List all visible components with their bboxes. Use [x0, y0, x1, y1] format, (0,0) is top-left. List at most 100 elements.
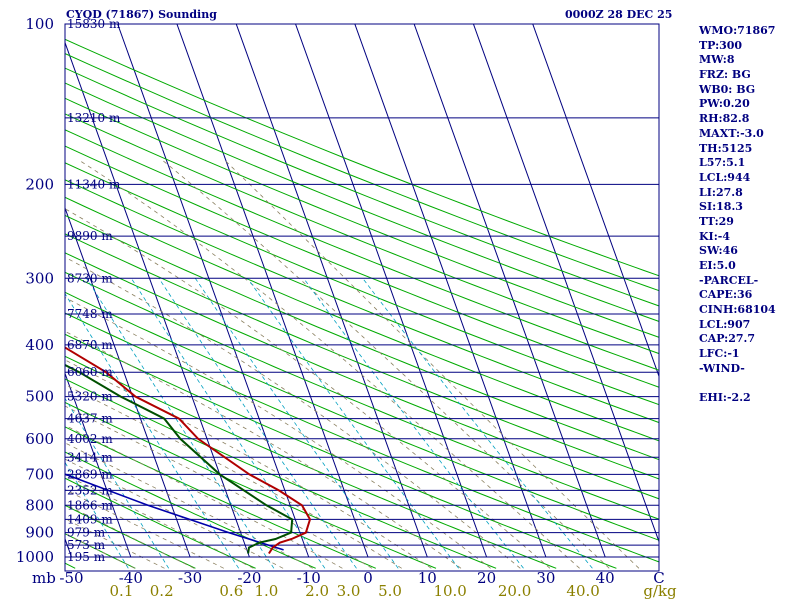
index-line: RH:82.8 [699, 112, 750, 126]
mixing-ratio-line [130, 278, 326, 569]
index-line: EHI:-2.2 [699, 391, 751, 405]
mixing-ratio-line [65, 292, 240, 569]
mixing-ratio-line [194, 278, 399, 569]
height-label: 13210 m [67, 111, 121, 125]
mixing-ratio-label: 2.0 [305, 582, 329, 600]
chart-title-time: 0000Z 28 DEC 25 [565, 8, 673, 21]
height-label: 1409 m [67, 512, 113, 526]
moist-adiabat-lines [65, 159, 640, 569]
temperature-tick-label: 30 [536, 569, 555, 587]
index-line: CINH:68104 [699, 303, 776, 317]
mixing-ratio-line [362, 278, 593, 569]
index-line: WB0: BG [699, 82, 756, 96]
index-line: LFC:-1 [699, 347, 740, 361]
index-line: LCL:907 [699, 317, 751, 331]
dry-adiabat-lines [0, 0, 659, 569]
height-label: 4002 m [67, 432, 113, 446]
moist-adiabat-line [78, 159, 580, 569]
temperature-tick-label: -50 [59, 569, 83, 587]
height-label: 7748 m [67, 307, 113, 321]
index-line: EI:5.0 [699, 259, 736, 272]
parcel-trace [65, 473, 284, 551]
index-line: SW:46 [699, 244, 738, 258]
isotherm-line [235, 24, 428, 558]
height-label: 6060 m [67, 365, 113, 379]
index-line: KI:-4 [699, 229, 730, 243]
isotherm-line [472, 24, 659, 544]
pressure-tick-label: 400 [25, 336, 54, 354]
isobar-lines [65, 23, 659, 558]
mixing-ratio-label: 20.0 [498, 582, 531, 600]
temperature-tick-label: 0 [363, 569, 373, 587]
moist-adiabat-line [65, 330, 462, 569]
mixing-ratio-label: 0.1 [110, 582, 134, 600]
mixing-ratio-lines [65, 278, 593, 569]
dry-adiabat-line [65, 252, 659, 500]
pressure-tick-label: 1000 [16, 548, 54, 566]
pressure-tick-label: 100 [25, 15, 54, 33]
temperature-tick-label: -30 [178, 569, 202, 587]
dry-adiabat-line [65, 333, 617, 569]
height-label: 8730 m [67, 271, 113, 285]
mixing-ratio-line [247, 278, 460, 569]
mixing-ratio-unit-label: g/kg [643, 582, 677, 600]
dry-adiabat-line [65, 291, 659, 541]
index-line [699, 377, 799, 392]
indices-panel: WMO:71867 TP:300 MW:8 FRZ: BG WB0: BG PW:0.20… [699, 24, 799, 406]
pressure-tick-label: 700 [25, 465, 54, 483]
mixing-ratio-label: 5.0 [378, 582, 402, 600]
isotherm-line [176, 24, 369, 558]
moist-adiabat-line [65, 297, 491, 569]
height-label: 3414 m [67, 450, 113, 464]
pressure-tick-label: 800 [25, 496, 54, 514]
index-line: FRZ: BG [699, 68, 751, 82]
temperature-trace [65, 346, 312, 555]
height-label: 1866 m [67, 498, 113, 512]
mixing-ratio-line [303, 278, 524, 569]
height-label: 195 m [67, 550, 106, 564]
pressure-tick-label: 500 [25, 388, 54, 406]
height-label: 5320 m [67, 390, 113, 404]
mixing-ratio-line [65, 461, 129, 569]
mixing-ratio-line [65, 397, 170, 569]
pressure-tick-label: 900 [25, 524, 54, 542]
temperature-tick-label: 20 [477, 569, 496, 587]
index-line: -PARCEL- [699, 273, 759, 287]
temperature-unit-label: C [653, 569, 664, 587]
index-line: LCL:944 [699, 170, 751, 184]
height-label: 573 m [67, 538, 106, 552]
moist-adiabat-line [65, 208, 551, 569]
height-label: 979 m [67, 526, 106, 540]
pressure-tick-label: 300 [25, 269, 54, 287]
height-label: 15830 m [67, 17, 121, 31]
mixing-ratio-label: 0.2 [150, 582, 174, 600]
isotherm-line [65, 371, 132, 558]
pressure-tick-label: 200 [25, 175, 54, 193]
height-label: 9890 m [67, 229, 113, 243]
mixing-ratio-label: 0.6 [219, 582, 243, 600]
plot-frame [64, 23, 660, 572]
dry-adiabat-line [65, 426, 376, 569]
mixing-ratio-line [158, 278, 357, 569]
index-line: LI:27.8 [699, 185, 743, 199]
isotherm-line [354, 24, 547, 558]
index-line: PW:0.20 [699, 97, 750, 111]
isotherm-line [295, 24, 488, 558]
temperature-tick-label: -20 [237, 569, 261, 587]
height-label: 2352 m [67, 483, 113, 497]
index-line: CAP:27.7 [699, 332, 756, 346]
temperature-tick-label: -10 [297, 569, 321, 587]
mixing-ratio-label: 3.0 [337, 582, 361, 600]
dewpoint-trace [65, 363, 294, 554]
moist-adiabat-line [65, 256, 521, 569]
dry-adiabat-line [0, 0, 15, 568]
height-label: 6870 m [67, 338, 113, 352]
dry-adiabat-line [65, 504, 196, 569]
mixing-ratio-label: 40.0 [566, 582, 599, 600]
index-line: WMO:71867 [699, 24, 776, 37]
index-line: TH:5125 [699, 141, 753, 155]
axis-band [0, 572, 699, 600]
moist-adiabat-line [65, 384, 402, 569]
height-label: 11340 m [67, 177, 121, 191]
